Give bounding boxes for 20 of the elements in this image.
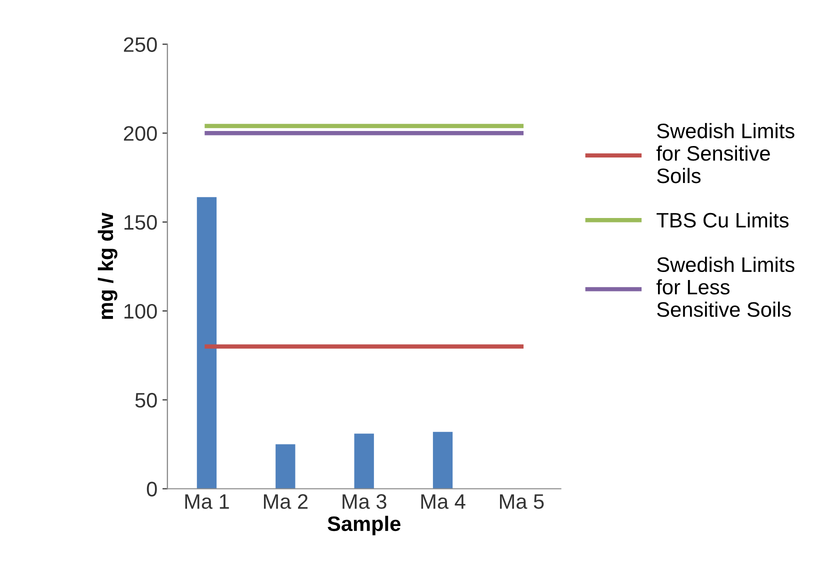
- x-axis-title: Sample: [328, 516, 400, 536]
- bar: [354, 434, 374, 489]
- x-tick-label: Ma 1: [185, 494, 229, 509]
- y-tick-label: 0: [146, 482, 157, 497]
- bar: [276, 444, 296, 489]
- y-tick-label: 250: [124, 37, 157, 52]
- legend-label: Swedish Limits for Less Sensitive Soils: [656, 256, 794, 317]
- y-axis-title: mg / kg dw: [98, 212, 118, 319]
- y-tick-label: 50: [135, 392, 157, 408]
- x-tick-label: Ma 4: [421, 494, 466, 509]
- y-tick-label: 150: [124, 215, 157, 230]
- bar: [196, 197, 217, 489]
- legend-label: Swedish Limits for Sensitive Soils: [656, 123, 794, 184]
- y-tick-label: 100: [124, 304, 157, 319]
- y-tick-label: 200: [124, 126, 157, 141]
- legend-label: TBS Cu Limits: [656, 212, 789, 228]
- x-tick-label: Ma 2: [264, 494, 308, 509]
- bar: [432, 432, 453, 489]
- x-tick-label: Ma 5: [500, 494, 544, 509]
- x-tick-label: Ma 3: [342, 494, 386, 509]
